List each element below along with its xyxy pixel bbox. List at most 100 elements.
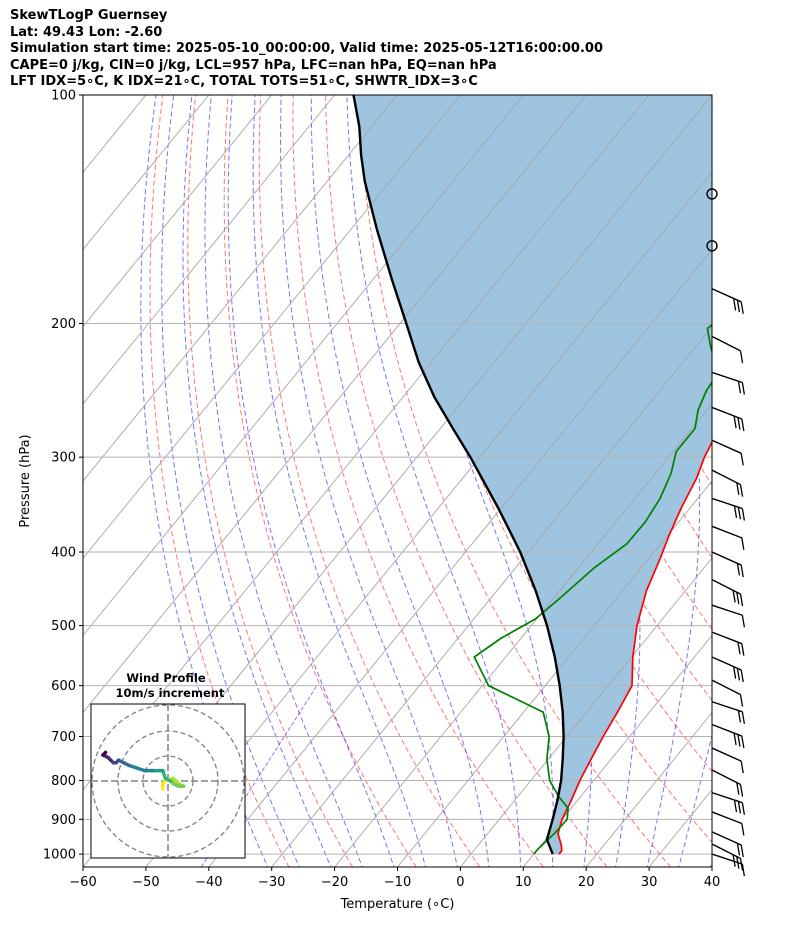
parcel-profile xyxy=(352,95,565,855)
calm-wind-circle xyxy=(706,240,718,252)
barb-staff xyxy=(711,769,741,786)
wind-barb xyxy=(711,679,744,707)
wind-barb xyxy=(706,188,718,200)
x-tick-label: 30 xyxy=(641,875,658,890)
barb-flag xyxy=(739,350,744,364)
barb-staff xyxy=(711,701,743,713)
barb-flag xyxy=(739,594,744,607)
isotherm-line xyxy=(83,95,524,637)
dry-adiabat-line xyxy=(782,95,794,867)
wind-barb xyxy=(711,371,746,395)
barb-flag xyxy=(732,590,736,603)
dry-adiabat-line xyxy=(292,95,544,867)
y-tick-label: 900 xyxy=(51,813,76,828)
isotherm-line xyxy=(711,866,712,867)
x-tick-label: −40 xyxy=(195,875,222,890)
wind-barb xyxy=(711,525,745,550)
x-tick-label: 40 xyxy=(704,875,721,890)
barb-flag xyxy=(736,843,741,856)
barb-flag xyxy=(732,666,737,679)
y-tick-label: 500 xyxy=(51,619,76,634)
y-tick-label: 200 xyxy=(51,317,76,332)
wind-barbs xyxy=(706,188,746,877)
barb-staff xyxy=(711,679,741,696)
axes: −60 −50 −40 −30 −20 −10 0 10 20 30 40 100 200 300 400 5… xyxy=(18,89,720,913)
barb-flag xyxy=(741,382,746,395)
barb-flag xyxy=(741,735,745,749)
barb-staff xyxy=(711,525,743,539)
wind-barb xyxy=(711,656,744,683)
barb-flag xyxy=(741,418,745,432)
wind-barb xyxy=(711,811,745,836)
barb-staff xyxy=(711,747,742,762)
barb-flag xyxy=(740,669,744,683)
barb-flag xyxy=(741,537,745,550)
wind-barb xyxy=(711,853,746,877)
y-tick-label: 800 xyxy=(51,774,76,789)
barb-flag xyxy=(737,801,742,814)
y-tick-label: 700 xyxy=(51,730,76,745)
hodograph-plot xyxy=(91,704,245,858)
barb-staff xyxy=(711,631,743,645)
profile-shading xyxy=(353,95,712,855)
barb-flag xyxy=(740,301,744,314)
barb-flag xyxy=(741,643,745,656)
barb-flag xyxy=(741,864,746,877)
barb-flag xyxy=(736,782,740,795)
barb-flag xyxy=(737,417,741,430)
dry-adiabat-line xyxy=(716,95,794,867)
barb-flag xyxy=(737,642,741,655)
barb-flag xyxy=(740,844,744,858)
x-tick-label: −10 xyxy=(384,875,411,890)
barb-staff xyxy=(711,723,743,737)
barb-staff xyxy=(711,439,742,454)
isotherm-line xyxy=(83,95,335,405)
barb-flag xyxy=(741,615,746,628)
barb-flag xyxy=(737,381,742,394)
barb-flag xyxy=(739,484,744,497)
isotherm-line xyxy=(522,634,712,867)
wind-barb xyxy=(711,335,744,364)
barb-staff xyxy=(711,371,743,384)
isotherm-line xyxy=(83,95,587,714)
barb-flag xyxy=(741,802,746,815)
hodograph-subtitle: 10m/s increment xyxy=(116,686,225,700)
dry-adiabat-line xyxy=(149,95,290,867)
barb-staff xyxy=(711,853,743,865)
barb-flag xyxy=(736,668,741,681)
barb-staff xyxy=(711,497,743,510)
y-tick-label: 1000 xyxy=(43,848,76,863)
barb-staff xyxy=(711,656,742,671)
barb-flag xyxy=(741,823,745,836)
x-tick-label: −60 xyxy=(69,875,96,890)
barb-staff xyxy=(711,831,742,846)
moist-adiabat-line xyxy=(252,95,427,867)
x-tick-label: −30 xyxy=(258,875,285,890)
barb-staff xyxy=(711,406,743,420)
wind-barb xyxy=(711,406,745,432)
wind-barb xyxy=(711,747,744,774)
barb-flag xyxy=(733,505,738,518)
mixing-ratio-lines xyxy=(200,685,318,867)
mixing-ratio-line xyxy=(200,685,318,867)
isotherms xyxy=(83,95,712,867)
moist-adiabat-line xyxy=(204,95,363,867)
barb-flag xyxy=(737,710,742,723)
wind-barb xyxy=(711,769,744,797)
wind-barb xyxy=(711,497,746,521)
dry-adiabat-line xyxy=(187,95,354,867)
barb-flag xyxy=(736,482,740,495)
y-tick-label: 300 xyxy=(51,451,76,466)
barb-staff xyxy=(711,791,743,804)
barb-staff xyxy=(711,288,742,303)
barb-flag xyxy=(737,507,742,520)
x-axis-label: Temperature (∘C) xyxy=(340,897,455,912)
y-tick-label: 400 xyxy=(51,546,76,561)
calm-wind-circle xyxy=(706,188,718,200)
barb-staff xyxy=(711,469,741,486)
barb-flag xyxy=(740,453,744,466)
title-line: SkewTLogP Guernsey xyxy=(10,8,168,23)
index-line: LFT IDX=5∘C, K IDX=21∘C, TOTAL TOTS=51∘C… xyxy=(10,74,478,89)
barb-flag xyxy=(740,760,744,774)
hodograph-segment xyxy=(101,750,108,757)
